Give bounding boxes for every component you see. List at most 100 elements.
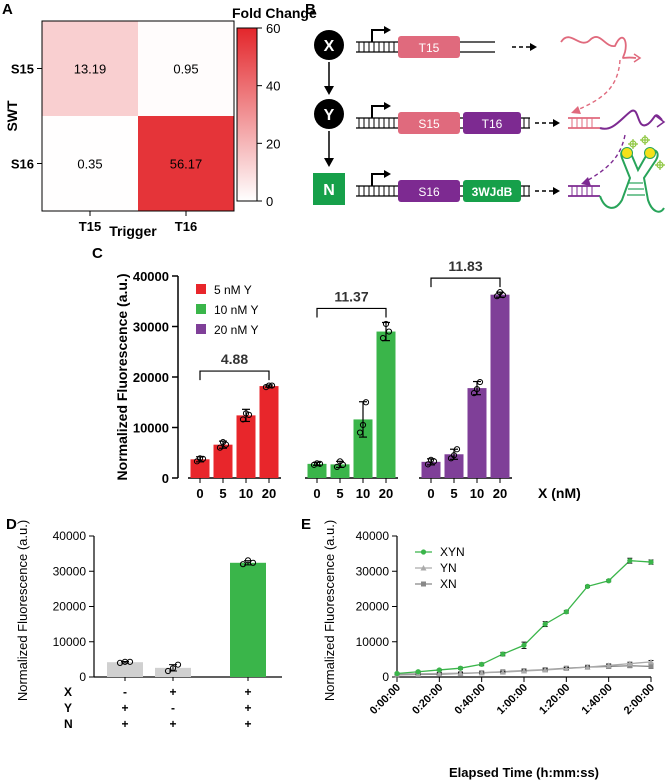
x-tick-label: 2:00:00 (622, 682, 657, 717)
y-tick-label: 10000 (53, 635, 87, 649)
data-point (356, 429, 364, 436)
part-3wjdb (463, 180, 521, 202)
legend-label: 20 nM Y (214, 323, 258, 337)
bar-chart-d: 0 10000 20000 30000 40000 Normalized Fluoresc… (15, 520, 282, 731)
panel-label-d: D (6, 516, 17, 533)
data-point (336, 458, 344, 465)
data-point (648, 663, 654, 669)
data-point (563, 609, 569, 615)
data-point (222, 441, 230, 448)
part-t15-label: T15 (419, 41, 440, 55)
free-ligand-stars (628, 135, 665, 170)
data-point (605, 662, 612, 668)
condition-sign: + (169, 717, 176, 731)
data-point (359, 421, 367, 429)
x-tick-label: 0:20:00 (410, 682, 445, 717)
fold-change-label: 11.83 (448, 258, 482, 274)
data-point (436, 670, 443, 676)
legend-label: 10 nM Y (214, 303, 258, 317)
fold-change-label: 4.88 (221, 351, 248, 367)
bar (236, 415, 256, 478)
part-t16 (463, 112, 521, 134)
colorbar-tick-label: 40 (266, 79, 280, 94)
data-point (476, 378, 484, 386)
y-tick-label: 40000 (53, 529, 87, 543)
heatmap-panel: Fold Change SWT Trigger 13.19 0.95 0.35 56.… (4, 5, 317, 239)
bar (190, 459, 210, 478)
heatmap-cell (138, 116, 234, 211)
y-tick-label: 0 (79, 670, 86, 684)
data-point (385, 328, 393, 335)
condition-sign: + (244, 717, 251, 731)
data-point (169, 665, 177, 672)
node-n-box (313, 173, 345, 205)
dashed-arrow-1-head (530, 43, 537, 51)
y-axis-label: Normalized Fluorescence (a.u.) (114, 274, 130, 481)
y-tick-label: 30000 (53, 564, 87, 578)
condition-row-label: X (64, 685, 72, 699)
data-point (499, 292, 507, 299)
data-point (479, 661, 485, 667)
data-point (268, 382, 276, 389)
colorbar-tick-label: 20 (266, 136, 280, 151)
data-point (362, 399, 370, 406)
condition-sign: + (121, 701, 128, 715)
data-point (415, 669, 421, 675)
data-point (313, 460, 321, 467)
condition-row-label: N (64, 717, 73, 731)
data-point (164, 667, 172, 675)
condition-sign: + (244, 701, 251, 715)
promoter-arrow-2 (371, 105, 386, 118)
fold-bracket (199, 370, 270, 381)
y-tick-label: 10000 (133, 421, 169, 436)
y-tick-label: 20000 (53, 600, 87, 614)
data-point (473, 386, 481, 393)
data-point (339, 461, 347, 468)
heatmap-xlabel: Trigger (109, 223, 157, 239)
data-point (470, 390, 478, 397)
part-s16-label: S16 (418, 185, 440, 199)
promoter-arrow-2-head (384, 102, 391, 110)
data-point (606, 578, 612, 584)
data-point (394, 670, 400, 677)
bar (155, 667, 191, 677)
promoter-arrow-3 (371, 173, 386, 186)
promoter-arrow-1-head (384, 26, 391, 34)
legend-marker (420, 549, 427, 555)
bar (330, 464, 350, 478)
condition-sign: - (171, 701, 175, 715)
data-point (196, 455, 204, 462)
arrow-y-to-n-head (324, 158, 334, 167)
heatmap-title: Fold Change (232, 5, 317, 21)
condition-sign: - (123, 685, 127, 699)
part-3wjdb-label: 3WJdB (472, 185, 513, 199)
x-tick-label: 0 (196, 486, 203, 501)
data-point (457, 665, 464, 671)
legend-swatch (196, 324, 206, 334)
x-tick-label: 20 (493, 486, 507, 501)
data-point (430, 458, 438, 465)
data-point (427, 456, 435, 463)
heatmap-ytick-label: S16 (11, 157, 34, 172)
data-point (521, 668, 527, 674)
data-point (436, 667, 442, 673)
y-tick-label: 30000 (356, 564, 390, 578)
data-point (648, 658, 654, 665)
condition-sign: + (121, 717, 128, 731)
fold-bracket (430, 277, 501, 288)
bar (230, 562, 266, 677)
heatmap-cell (42, 116, 138, 211)
legend-label: YN (440, 561, 457, 575)
y-tick-label: 30000 (133, 320, 169, 335)
data-point (249, 559, 257, 566)
x-tick-label: 0 (313, 486, 320, 501)
part-t16-label: T16 (482, 117, 503, 131)
colorbar-tick-label: 60 (266, 21, 280, 36)
heatmap-cell (138, 21, 234, 116)
bar (467, 388, 487, 478)
rna-t16-transcript (599, 109, 663, 130)
part-s15 (398, 112, 460, 134)
legend-swatch (196, 284, 206, 294)
